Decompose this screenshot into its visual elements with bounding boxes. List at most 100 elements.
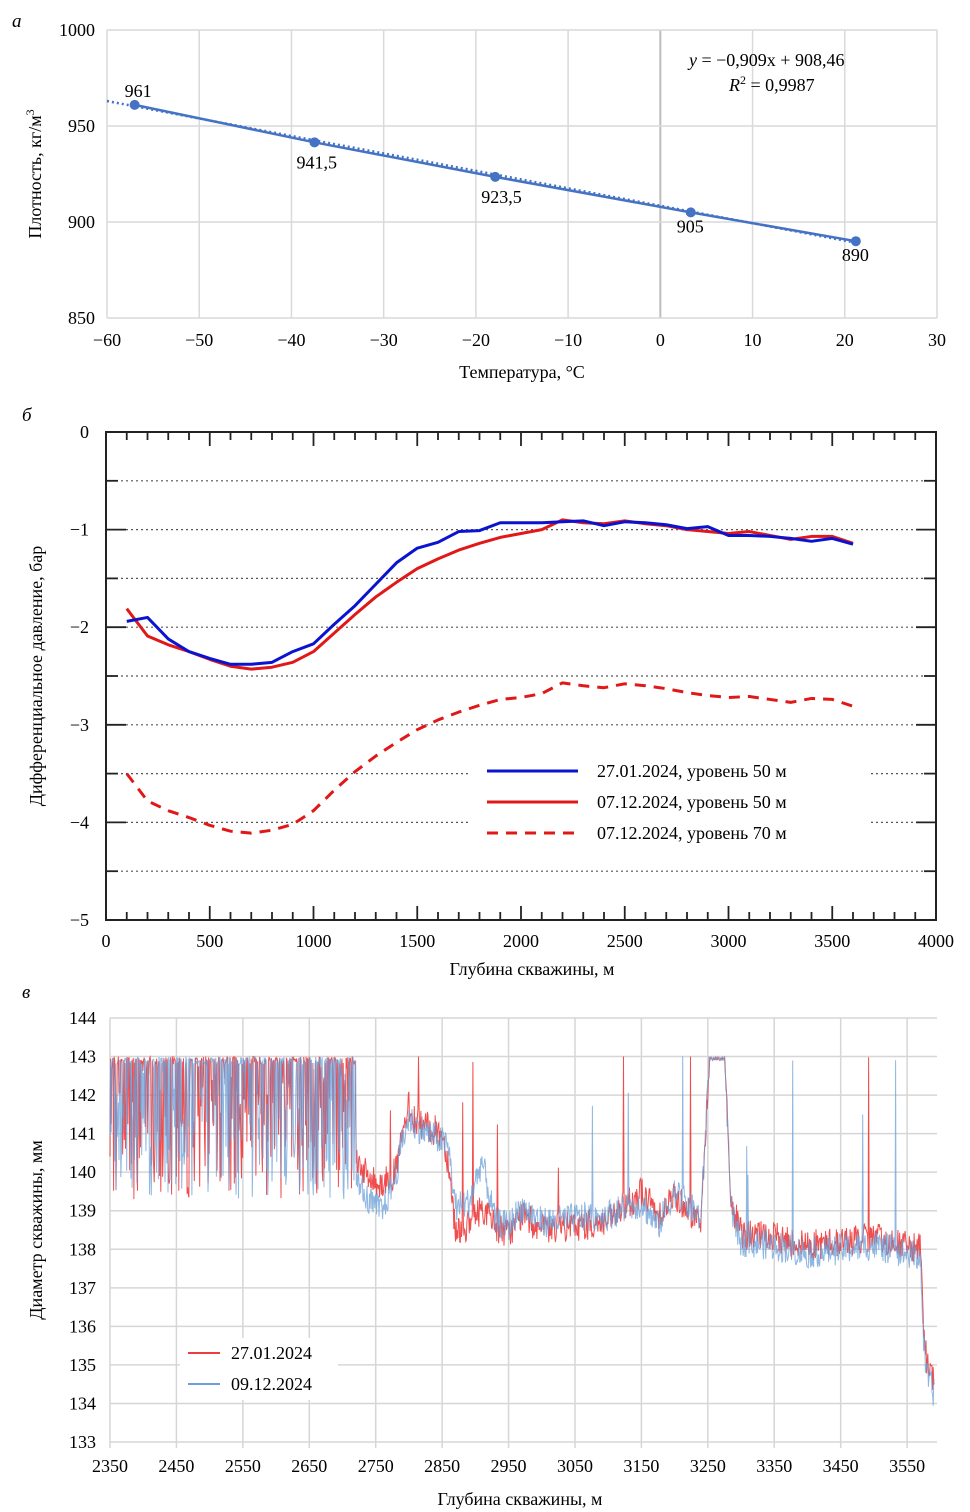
y-axis-title-a-main: Плотность, кг/м [25, 115, 45, 238]
series-line-0 [109, 1054, 935, 1390]
y-tick-label: 138 [69, 1239, 96, 1259]
x-tick-label: 2850 [424, 1456, 460, 1476]
marks-b [125, 518, 854, 835]
y-tick-label: −1 [70, 520, 89, 540]
y-tick-label: 144 [69, 1008, 96, 1028]
x-tick-label: 3050 [557, 1456, 593, 1476]
y-tick-label: 135 [69, 1355, 96, 1375]
x-axis-title-a: Температура, °C [459, 362, 585, 382]
series-line-2 [125, 681, 854, 835]
data-point [129, 99, 140, 110]
grid-a [106, 29, 938, 319]
y-tick-label: 139 [69, 1201, 96, 1221]
y-axis-title-a: Плотность, кг/м3 [23, 109, 45, 238]
y-tick-label: 137 [69, 1278, 96, 1298]
data-label: 961 [125, 81, 152, 101]
trendline-equation: y = −0,909x + 908,46 [687, 50, 844, 70]
x-tick-label: 10 [744, 330, 762, 350]
x-tick-label: −30 [370, 330, 398, 350]
x-tick-label: 500 [196, 931, 223, 951]
legend-label: 27.01.2024, уровень 50 м [597, 761, 787, 781]
r-squared: R2 = 0,9987 [728, 73, 815, 95]
marks-a: 961 941,5 923,5 905 890 [106, 81, 869, 265]
x-tick-label: 2350 [92, 1456, 128, 1476]
y-tick-label: −4 [70, 812, 89, 832]
eq-body: = −0,909x + 908,46 [697, 50, 844, 70]
legend-c: 27.01.2024 09.12.2024 [180, 1338, 338, 1400]
x-tick-label: 30 [928, 330, 946, 350]
y-axis-title-c: Диаметр скважины, мм [26, 1140, 46, 1319]
data-point [309, 137, 320, 148]
x-tick-label: 2950 [491, 1456, 527, 1476]
tick-labels-b: 0 500 1000 1500 2000 2500 3000 3500 4000 0 −1 −2 −3 −… [70, 422, 954, 951]
panel-label-a: а [12, 11, 22, 32]
legend-c-background [180, 1338, 338, 1400]
tick-labels-a: −60 −50 −40 −30 −20 −10 0 10 20 30 850 900 950 1000 [59, 20, 946, 350]
x-tick-label: 2500 [607, 931, 643, 951]
y-tick-label: 140 [69, 1162, 96, 1182]
data-label: 941,5 [297, 152, 338, 172]
x-tick-label: 0 [102, 931, 111, 951]
tick-labels-c: 2350 2450 2550 2650 2750 2850 2950 3050 3150 3250… [69, 1008, 925, 1476]
panel-c-borehole-diameter: в 2350 2450 2550 2650 2750 2850 2950 3050 3150 32… [22, 982, 937, 1509]
y-tick-label: 1000 [59, 20, 95, 40]
x-tick-label: 4000 [918, 931, 954, 951]
y-tick-label: 950 [68, 116, 95, 136]
series-line-1 [125, 518, 854, 671]
grid-b [105, 431, 937, 921]
panel-label-c: в [22, 982, 30, 1003]
r2-sup: 2 [740, 73, 746, 87]
x-tick-label: 20 [836, 330, 854, 350]
y-tick-label: 141 [69, 1124, 96, 1144]
y-tick-label: 143 [69, 1047, 96, 1067]
r2-body: = 0,9987 [746, 75, 815, 95]
y-tick-label: 900 [68, 212, 95, 232]
data-point [850, 236, 861, 247]
x-tick-label: −40 [277, 330, 305, 350]
x-tick-label: −20 [462, 330, 490, 350]
data-label: 890 [842, 245, 869, 265]
data-label: 923,5 [481, 187, 522, 207]
y-axis-title-a-sup: 3 [23, 109, 37, 115]
x-tick-label: 2450 [158, 1456, 194, 1476]
x-tick-label: 2550 [225, 1456, 261, 1476]
x-tick-label: −50 [185, 330, 213, 350]
y-tick-label: −2 [70, 617, 89, 637]
x-tick-label: 3550 [889, 1456, 925, 1476]
x-tick-label: 3450 [823, 1456, 859, 1476]
x-axis-title-b: Глубина скважины, м [450, 959, 615, 979]
y-axis-title-b: Дифференциальное давление, бар [26, 546, 46, 806]
legend-label: 09.12.2024 [231, 1374, 312, 1394]
legend-label: 07.12.2024, уровень 70 м [597, 823, 787, 843]
x-tick-label: 3350 [756, 1456, 792, 1476]
x-tick-label: 1500 [399, 931, 435, 951]
x-tick-label: 3150 [623, 1456, 659, 1476]
panel-label-b: б [22, 405, 33, 426]
x-axis-title-c: Глубина скважины, м [438, 1489, 603, 1509]
legend-label: 27.01.2024 [231, 1343, 312, 1363]
y-tick-label: 136 [69, 1316, 96, 1336]
y-tick-label: −5 [70, 910, 89, 930]
y-tick-label: −3 [70, 715, 89, 735]
x-tick-label: 2000 [503, 931, 539, 951]
y-tick-label: 134 [69, 1393, 96, 1413]
x-tick-label: 2650 [291, 1456, 327, 1476]
x-tick-label: 3000 [711, 931, 747, 951]
data-point [490, 171, 501, 182]
x-tick-label: 0 [656, 330, 665, 350]
legend-label: 07.12.2024, уровень 50 м [597, 792, 787, 812]
x-tick-label: −60 [93, 330, 121, 350]
panel-a-density-vs-temperature: а −60 −50 −40 −30 −20 −10 0 10 20 30 850 900 950 1000… [12, 11, 946, 382]
x-tick-label: 3500 [814, 931, 850, 951]
x-tick-label: 2750 [358, 1456, 394, 1476]
legend-b: 27.01.2024, уровень 50 м 07.12.2024, уров… [468, 752, 868, 852]
y-tick-label: 142 [69, 1085, 96, 1105]
series-line-0 [126, 519, 854, 666]
panel-b-differential-pressure: б 0 500 1000 1500 2000 2500 3000 3500 4000 0 −1 −2 −… [22, 405, 954, 979]
r2-r: R [728, 75, 740, 95]
data-label: 905 [677, 216, 704, 236]
x-tick-label: 3250 [690, 1456, 726, 1476]
x-tick-label: 1000 [296, 931, 332, 951]
x-tick-label: −10 [554, 330, 582, 350]
